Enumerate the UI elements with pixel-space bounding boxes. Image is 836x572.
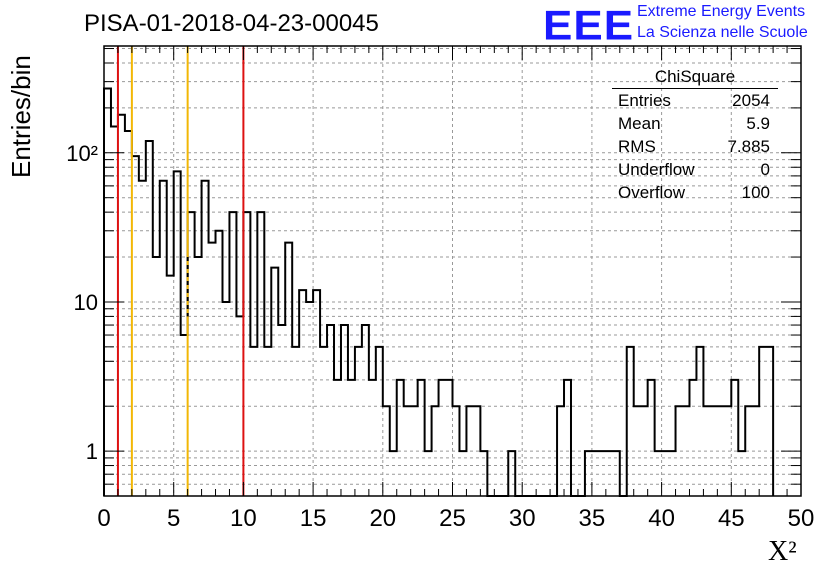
stats-row-underflow: Underflow 0 — [612, 158, 778, 181]
stats-row-rms: RMS 7.885 — [612, 135, 778, 158]
histogram-series — [103, 87, 775, 497]
logo-line-1: Extreme Energy Events — [637, 3, 806, 20]
stats-value: 7.885 — [727, 137, 770, 156]
stats-value: 5.9 — [746, 114, 770, 133]
stats-value: 100 — [741, 183, 770, 202]
stats-label: Underflow — [618, 160, 695, 179]
x-tick-label: 10 — [230, 505, 257, 532]
x-tick-label: 45 — [718, 505, 745, 532]
stats-row-mean: Mean 5.9 — [612, 112, 778, 135]
eee-logo: EEE — [543, 2, 635, 49]
x-tick-label: 0 — [97, 505, 110, 532]
x-tick-label: 25 — [439, 505, 466, 532]
y-axis-label: Entries/bin — [6, 55, 36, 178]
stats-label: Entries — [618, 91, 671, 110]
x-tick-label: 30 — [509, 505, 536, 532]
stats-value: 0 — [760, 160, 770, 179]
stats-label: Overflow — [618, 183, 686, 202]
x-tick-label: 20 — [369, 505, 396, 532]
stats-box: ChiSquare Entries 2054 Mean 5.9 RMS 7.88… — [612, 66, 778, 204]
x-tick-label: 35 — [579, 505, 606, 532]
x-tick-label: 5 — [167, 505, 180, 532]
y-tick-label: 1 — [86, 439, 98, 464]
x-tick-label: 15 — [300, 505, 327, 532]
stats-label: Mean — [618, 114, 661, 133]
chart-title: PISA-01-2018-04-23-00045 — [84, 10, 379, 37]
stats-label: RMS — [618, 137, 656, 156]
stats-value: 2054 — [732, 91, 770, 110]
x-axis-label: X² — [768, 536, 797, 567]
stats-row-entries: Entries 2054 — [612, 89, 778, 112]
x-tick-label: 50 — [788, 505, 815, 532]
y-tick-label: 10² — [66, 141, 98, 166]
logo-line-2: La Scienza nelle Scuole — [637, 24, 808, 41]
y-tick-label: 10 — [74, 290, 98, 315]
stats-row-overflow: Overflow 100 — [612, 181, 778, 204]
stats-title: ChiSquare — [612, 66, 778, 89]
x-tick-label: 40 — [648, 505, 675, 532]
